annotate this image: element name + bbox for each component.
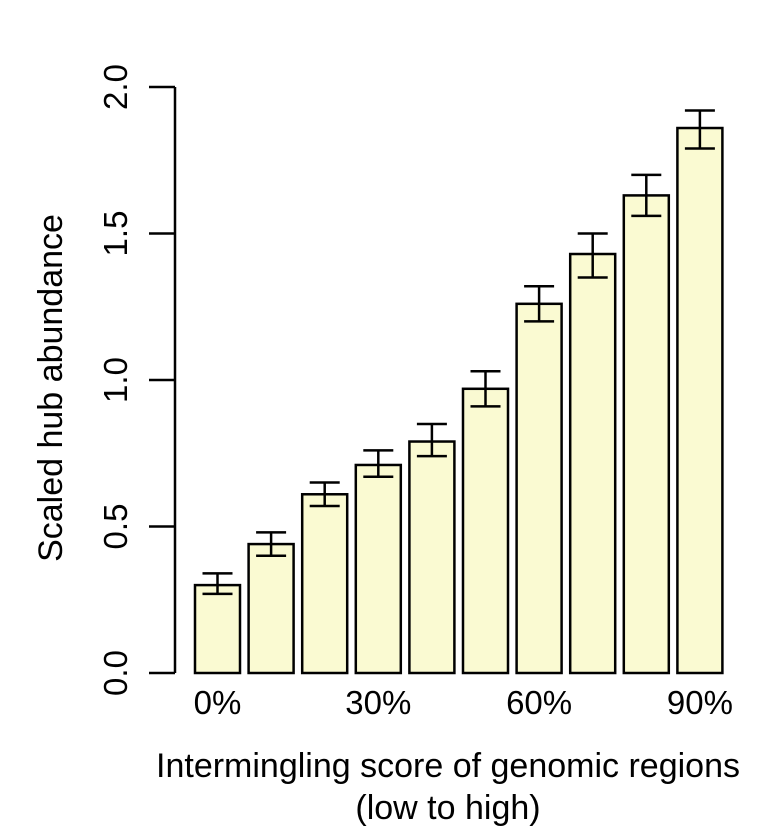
x-tick-label: 60% xyxy=(506,684,572,721)
x-tick-label: 0% xyxy=(194,684,242,721)
error-bar xyxy=(202,572,233,596)
bar-70pct xyxy=(568,252,617,675)
x-tick-label: 90% xyxy=(667,684,733,721)
x-axis-label-line1: Intermingling score of genomic regions xyxy=(156,747,740,785)
y-axis: 0.0 0.5 1.0 1.5 2.0 xyxy=(97,64,177,696)
bar-40pct xyxy=(408,440,456,675)
error-bar xyxy=(470,369,501,408)
y-tick-label: 0.5 xyxy=(97,504,134,550)
error-bar xyxy=(363,449,394,478)
bar-90pct xyxy=(676,126,724,675)
y-axis-label: Scaled hub abundance xyxy=(32,214,70,562)
error-bar xyxy=(256,531,287,558)
bar-0pct xyxy=(193,583,242,675)
bar-60pct xyxy=(515,302,563,675)
error-bar xyxy=(524,284,555,323)
x-tick-labels: 0% 30% 60% 90% xyxy=(194,684,733,721)
error-bar xyxy=(416,422,447,458)
bar-80pct xyxy=(622,194,671,675)
error-bar xyxy=(309,481,340,508)
bar-30pct xyxy=(354,463,403,675)
x-axis-label-line2: (low to high) xyxy=(355,789,540,827)
bars xyxy=(193,126,724,675)
bar-20pct xyxy=(300,493,349,675)
y-tick-label: 0.0 xyxy=(97,650,134,696)
y-tick-label: 1.5 xyxy=(97,211,134,257)
x-tick-label: 30% xyxy=(345,684,411,721)
y-tick-label: 1.0 xyxy=(97,357,134,403)
error-bars xyxy=(202,109,715,596)
bar-10pct xyxy=(247,542,295,675)
error-bar xyxy=(684,109,715,150)
y-tick-label: 2.0 xyxy=(97,64,134,110)
bar-50pct xyxy=(461,387,510,675)
error-bar xyxy=(631,173,662,218)
error-bar xyxy=(577,232,608,279)
